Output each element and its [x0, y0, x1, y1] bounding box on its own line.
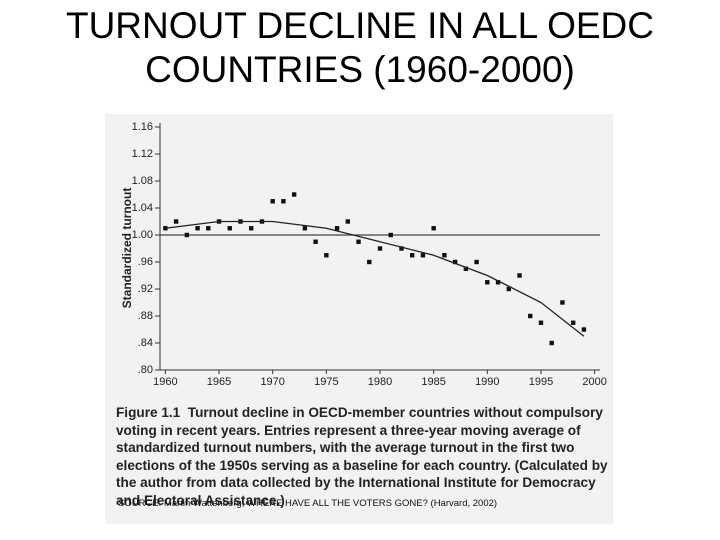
y-tick-label: 1.16: [132, 121, 153, 133]
x-tick-label: 1965: [207, 376, 231, 388]
point: [495, 280, 501, 285]
caption-text: Turnout decline in OECD-member countries…: [116, 405, 608, 508]
y-tick-label: .92: [138, 283, 153, 295]
point: [409, 253, 415, 258]
point: [249, 226, 254, 231]
point: [367, 259, 372, 265]
point: [345, 219, 351, 224]
point: [581, 327, 587, 332]
x-tick-label: 1985: [421, 376, 445, 388]
point: [291, 192, 297, 197]
point: [431, 226, 436, 231]
y-tick-label: 1.08: [132, 175, 153, 187]
x-tick-label: 1960: [153, 376, 177, 388]
y-tick-label: 1.12: [132, 148, 153, 160]
trend-line: [165, 220, 585, 337]
point: [227, 226, 232, 231]
point: [195, 226, 200, 231]
x-tick-label: 1975: [314, 376, 338, 388]
point: [549, 340, 554, 346]
x-tick-label: 1980: [368, 376, 392, 388]
point: [517, 273, 522, 278]
point: [173, 219, 179, 224]
point: [485, 280, 490, 285]
point: [388, 232, 393, 238]
point: [474, 259, 479, 265]
point: [570, 320, 576, 325]
x-tick-label: 1970: [260, 376, 284, 388]
point: [560, 300, 565, 305]
x-tick-label: 1995: [529, 376, 553, 388]
point: [281, 199, 286, 204]
point: [442, 253, 447, 258]
point: [313, 239, 318, 244]
point: [184, 232, 190, 238]
x-tick-label: 2000: [582, 376, 606, 388]
point: [452, 259, 458, 265]
point: [206, 226, 211, 231]
point: [302, 226, 308, 231]
point: [356, 239, 361, 244]
x-tick-label: 1990: [475, 376, 499, 388]
y-tick-label: .80: [138, 364, 153, 376]
point: [463, 266, 469, 271]
point: [420, 253, 426, 258]
point: [377, 246, 383, 251]
figure-caption: Figure 1.1 Turnout decline in OECD-membe…: [116, 404, 610, 510]
y-axis-label: Standardized turnout: [120, 188, 134, 309]
point: [528, 313, 533, 319]
point: [506, 286, 511, 292]
point: [270, 199, 275, 204]
source-note: SOURCE: Martin Wattenberg, WHERE HAVE AL…: [118, 498, 498, 509]
y-tick-label: .84: [138, 337, 153, 349]
y-tick-label: 1.00: [132, 229, 153, 241]
y-tick-label: .96: [138, 256, 153, 268]
point: [538, 320, 544, 325]
scan-background: [105, 114, 613, 524]
figure-label: Figure 1.1: [116, 405, 181, 420]
point: [334, 226, 340, 231]
y-tick-label: 1.04: [132, 202, 153, 214]
point: [163, 226, 168, 231]
point: [399, 246, 404, 251]
y-tick-label: .88: [138, 310, 153, 322]
slide-title: TURNOUT DECLINE IN ALL OEDC COUNTRIES (1…: [65, 5, 654, 90]
point: [324, 253, 329, 258]
